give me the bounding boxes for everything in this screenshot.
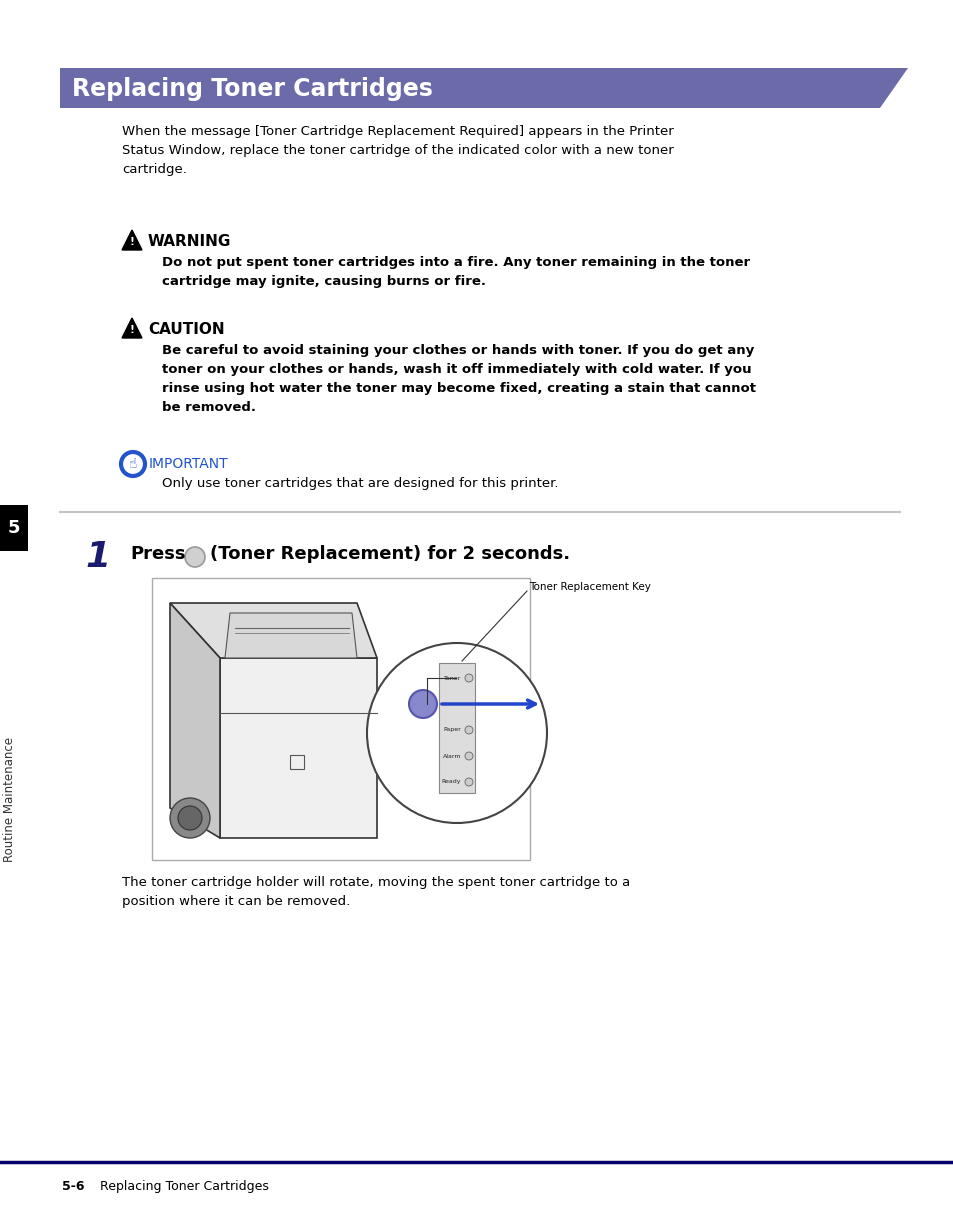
Circle shape	[178, 806, 202, 829]
Circle shape	[409, 690, 436, 718]
FancyBboxPatch shape	[152, 578, 530, 860]
Polygon shape	[225, 614, 356, 658]
Text: Ready: Ready	[441, 779, 460, 784]
Circle shape	[464, 726, 473, 734]
Text: 5-6: 5-6	[62, 1180, 85, 1193]
Text: ☝: ☝	[129, 456, 137, 471]
Text: Replacing Toner Cartridges: Replacing Toner Cartridges	[100, 1180, 269, 1193]
Text: Paper: Paper	[443, 728, 460, 733]
FancyBboxPatch shape	[438, 663, 475, 793]
Text: Replacing Toner Cartridges: Replacing Toner Cartridges	[71, 77, 433, 101]
Text: Only use toner cartridges that are designed for this printer.: Only use toner cartridges that are desig…	[162, 477, 558, 490]
Circle shape	[464, 674, 473, 682]
Text: When the message [Toner Cartridge Replacement Required] appears in the Printer
S: When the message [Toner Cartridge Replac…	[122, 125, 673, 175]
Polygon shape	[220, 658, 376, 838]
Circle shape	[367, 643, 546, 823]
Text: Toner: Toner	[443, 676, 460, 681]
Text: Routine Maintenance: Routine Maintenance	[4, 737, 16, 863]
Polygon shape	[60, 67, 907, 108]
Circle shape	[121, 452, 145, 476]
Text: !: !	[130, 237, 134, 248]
FancyBboxPatch shape	[0, 506, 28, 551]
Text: Press: Press	[130, 545, 185, 563]
Text: 5: 5	[8, 519, 20, 537]
Polygon shape	[170, 602, 376, 658]
Circle shape	[464, 778, 473, 787]
Text: The toner cartridge holder will rotate, moving the spent toner cartridge to a
po: The toner cartridge holder will rotate, …	[122, 876, 630, 908]
Text: !: !	[130, 325, 134, 335]
Text: 1: 1	[85, 540, 110, 574]
Text: WARNING: WARNING	[148, 234, 232, 249]
Text: Toner Replacement Key: Toner Replacement Key	[529, 582, 650, 591]
Text: (Toner Replacement) for 2 seconds.: (Toner Replacement) for 2 seconds.	[210, 545, 570, 563]
Circle shape	[170, 798, 210, 838]
Text: IMPORTANT: IMPORTANT	[149, 456, 229, 471]
Text: Do not put spent toner cartridges into a fire. Any toner remaining in the toner
: Do not put spent toner cartridges into a…	[162, 256, 749, 288]
Text: Be careful to avoid staining your clothes or hands with toner. If you do get any: Be careful to avoid staining your clothe…	[162, 344, 755, 413]
Text: CAUTION: CAUTION	[148, 321, 224, 337]
Circle shape	[185, 547, 205, 567]
Text: Alarm: Alarm	[442, 753, 460, 758]
Polygon shape	[170, 602, 220, 838]
Polygon shape	[122, 229, 142, 250]
Polygon shape	[122, 318, 142, 337]
Circle shape	[464, 752, 473, 760]
